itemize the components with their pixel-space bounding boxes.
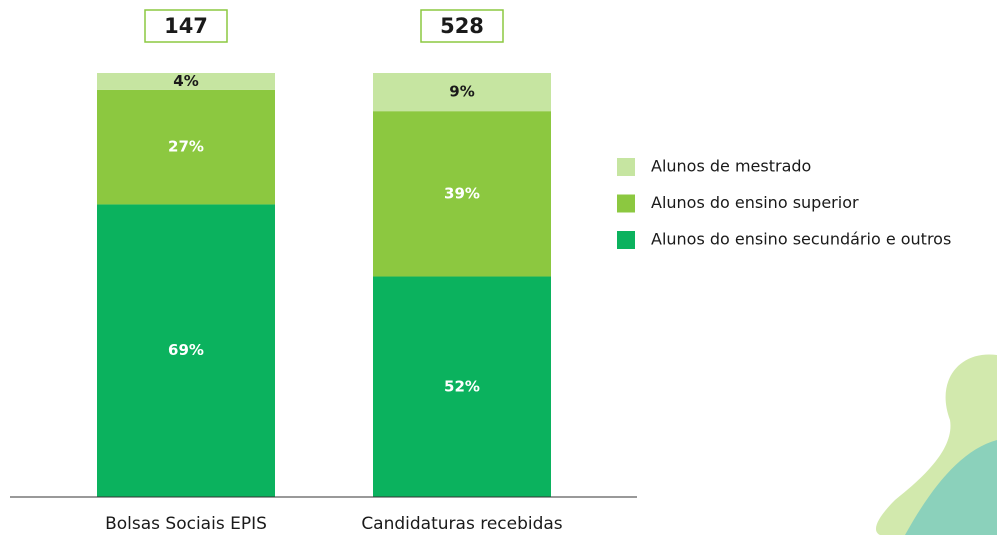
- category-label: Bolsas Sociais EPIS: [105, 514, 267, 534]
- legend-swatch: [617, 158, 635, 176]
- total-label: 528: [440, 14, 484, 38]
- value-label: 69%: [168, 341, 204, 359]
- legend-swatch: [617, 195, 635, 213]
- category-label: Candidaturas recebidas: [361, 514, 562, 534]
- total-label: 147: [164, 14, 208, 38]
- legend-label: Alunos do ensino superior: [651, 193, 859, 212]
- value-label: 9%: [449, 83, 474, 101]
- legend-swatch: [617, 231, 635, 249]
- legend-label: Alunos do ensino secundário e outros: [651, 230, 951, 249]
- decoration: [876, 354, 997, 535]
- chart: 69% 27% 4% 147 Bolsas Sociais EPIS 52% 39% 9% 52…: [0, 0, 997, 535]
- value-label: 27%: [168, 138, 204, 156]
- value-label: 39%: [444, 184, 480, 202]
- legend-label: Alunos de mestrado: [651, 157, 811, 176]
- value-label: 4%: [173, 72, 198, 90]
- value-label: 52%: [444, 377, 480, 395]
